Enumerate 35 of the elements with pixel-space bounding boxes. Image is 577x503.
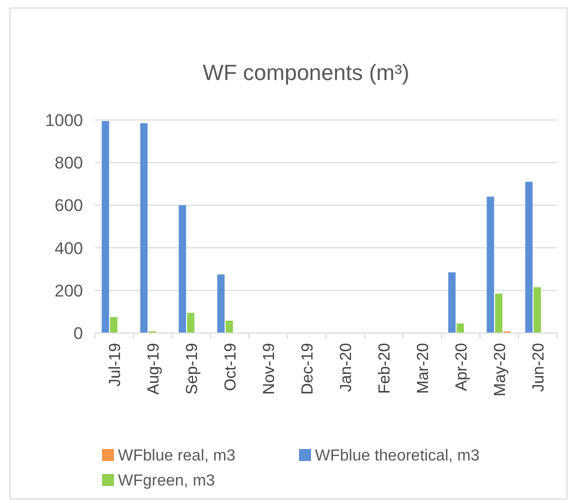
y-tick-label: 800 xyxy=(54,154,83,173)
bar xyxy=(534,287,541,333)
x-tick-label: Mar-20 xyxy=(414,342,432,394)
x-tick-label: Oct-19 xyxy=(222,342,240,392)
x-tick-label: May-20 xyxy=(492,342,509,396)
legend-label: WFblue real, m3 xyxy=(118,448,236,465)
chart-title: WF components (m³) xyxy=(202,60,410,85)
x-tick-label: Jun-20 xyxy=(530,342,548,392)
x-tick-label: Jul-19 xyxy=(106,342,124,387)
x-tick-label: Dec-19 xyxy=(299,342,316,395)
bar xyxy=(110,317,118,333)
legend-label: WFgreen, m3 xyxy=(118,472,216,490)
x-tick-label: Nov-19 xyxy=(260,342,278,395)
x-tick-label: Feb-20 xyxy=(376,342,394,394)
bar xyxy=(448,272,456,333)
bar xyxy=(102,121,110,333)
bar xyxy=(178,205,186,333)
y-tick-label: 0 xyxy=(74,324,83,343)
bar xyxy=(486,196,494,333)
legend-label: WFblue theoretical, m3 xyxy=(315,448,480,465)
x-tick-label: Apr-20 xyxy=(453,342,470,392)
bar xyxy=(140,123,148,333)
x-tick-label: Sep-19 xyxy=(184,342,201,395)
x-tick-label: Jan-20 xyxy=(338,342,355,392)
bar xyxy=(217,274,225,333)
bar xyxy=(187,312,194,333)
x-tick-label: Aug-19 xyxy=(145,342,162,395)
y-tick-label: 400 xyxy=(54,238,83,258)
y-tick-label: 600 xyxy=(54,196,83,216)
bar xyxy=(525,182,533,333)
bar xyxy=(456,323,464,333)
bar xyxy=(226,320,233,333)
bar xyxy=(495,294,502,333)
y-tick-label: 200 xyxy=(54,281,83,300)
y-tick-label: 1000 xyxy=(45,110,83,130)
